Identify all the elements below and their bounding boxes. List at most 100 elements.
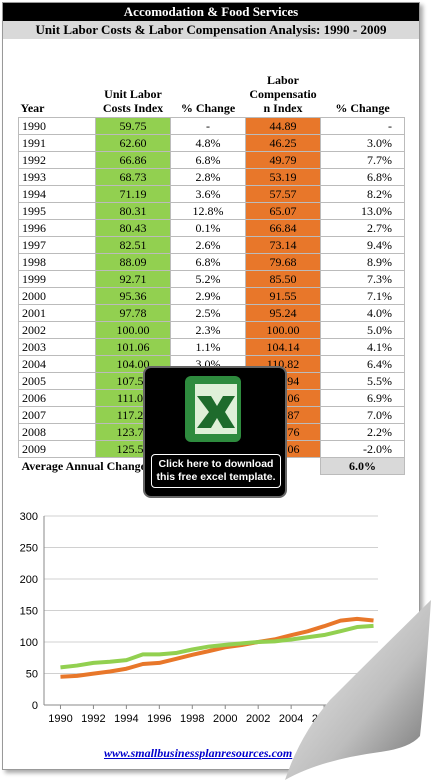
cell: 2.5%: [170, 304, 246, 322]
cell: 44.89: [245, 117, 321, 135]
header-text: Year: [20, 101, 45, 115]
x-tick-label: 2004: [279, 713, 303, 725]
cell: 1.1%: [170, 338, 246, 356]
download-text[interactable]: Click here to download this free excel t…: [151, 454, 281, 488]
subtitle: Unit Labor Costs & Labor Compensation An…: [3, 21, 419, 39]
y-tick-label: 100: [20, 637, 38, 649]
cell: 2008: [18, 423, 96, 441]
cell: 66.84: [245, 219, 321, 237]
cell: 5.5%: [320, 372, 405, 390]
cell: 1997: [18, 236, 96, 254]
table-row: 1996 80.43 0.1% 66.84 2.7%: [18, 219, 405, 237]
cell: 6.8%: [170, 151, 246, 169]
cell: 0.1%: [170, 219, 246, 237]
cell: 2.9%: [170, 287, 246, 305]
cell: 2005: [18, 372, 96, 390]
table-row: 1995 80.31 12.8% 65.07 13.0%: [18, 202, 405, 220]
y-tick-label: 150: [20, 606, 38, 618]
header-text: Unit Labor Costs Index: [102, 87, 164, 115]
cell: 2.7%: [320, 219, 405, 237]
table-row: 2003 101.06 1.1% 104.14 4.1%: [18, 338, 405, 356]
cell: 9.4%: [320, 236, 405, 254]
cell: 80.31: [95, 202, 171, 220]
cell: 1999: [18, 270, 96, 288]
website-link[interactable]: www.smallbusinessplanresources.com: [104, 746, 293, 760]
x-tick-label: 1998: [180, 713, 204, 725]
cell: 4.1%: [320, 338, 405, 356]
cell: 6.8%: [320, 168, 405, 186]
column-header: Year: [19, 53, 96, 118]
column-header: % Change: [321, 53, 405, 118]
average-row: Average Annual Change4.0%6.0%: [19, 457, 405, 475]
y-tick-label: 50: [26, 669, 38, 681]
table-row: 1993 68.73 2.8% 53.19 6.8%: [18, 168, 405, 186]
header-text: Labor Compensation Index: [249, 73, 317, 115]
cell: 100.00: [95, 321, 171, 339]
cell: -: [320, 117, 405, 135]
cell: 73.14: [245, 236, 321, 254]
cell: -2.0%: [320, 440, 405, 458]
cell: 2007: [18, 406, 96, 424]
cell: 12.8%: [170, 202, 246, 220]
series-line: [60, 616, 374, 679]
series-line: [60, 623, 374, 670]
cell: 2.2%: [320, 423, 405, 441]
cell: 1995: [18, 202, 96, 220]
cell: 6.8%: [170, 253, 246, 271]
cell: 1994: [18, 185, 96, 203]
cell: 85.50: [245, 270, 321, 288]
y-tick-label: 200: [20, 574, 38, 586]
table-row: 1992 66.86 6.8% 49.79 7.7%: [18, 151, 405, 169]
cell: 92.71: [95, 270, 171, 288]
cell: 97.78: [95, 304, 171, 322]
x-tick-label: 1990: [48, 713, 72, 725]
data-table: Year Unit Labor Costs Index % Change Labor …: [18, 53, 405, 475]
table-row: 1997 82.51 2.6% 73.14 9.4%: [18, 236, 405, 254]
column-header: % Change: [171, 53, 246, 118]
cell: 13.0%: [320, 202, 405, 220]
table-row: 1991 62.60 4.8% 46.25 3.0%: [18, 134, 405, 152]
header-text: % Change: [180, 101, 236, 115]
column-header: Labor Compensation Index: [246, 53, 321, 118]
cell: 4.0%: [320, 304, 405, 322]
cell: 104.14: [245, 338, 321, 356]
cell: 59.75: [95, 117, 171, 135]
cell: 2.8%: [170, 168, 246, 186]
cell: 1993: [18, 168, 96, 186]
x-tick-label: 1994: [114, 713, 138, 725]
x-tick-label: 2008: [345, 713, 369, 725]
cell: 49.79: [245, 151, 321, 169]
chart: 0 50 100 150 200 250 300 1990 1992 1994 1996 1998 20…: [20, 511, 378, 725]
y-tick-label: 0: [32, 700, 38, 712]
cell: 2004: [18, 355, 96, 373]
download-button[interactable]: Click here to download this free excel t…: [143, 366, 287, 498]
cell: 2009: [18, 440, 96, 458]
cell: 2.6%: [170, 236, 246, 254]
column-header: Unit Labor Costs Index: [96, 53, 171, 118]
x-tick-label: 1992: [81, 713, 105, 725]
cell: 1992: [18, 151, 96, 169]
cell: 3.6%: [170, 185, 246, 203]
cell: 5.0%: [320, 321, 405, 339]
cell: 95.36: [95, 287, 171, 305]
cell: 7.1%: [320, 287, 405, 305]
table-row: 1999 92.71 5.2% 85.50 7.3%: [18, 270, 405, 288]
cell: 101.06: [95, 338, 171, 356]
cell: 2003: [18, 338, 96, 356]
x-tick-label: 2006: [312, 713, 336, 725]
x-tick-label: 2002: [246, 713, 270, 725]
x-tick-label: 1996: [147, 713, 171, 725]
cell: 2002: [18, 321, 96, 339]
header-row: Year Unit Labor Costs Index % Change Labor …: [19, 53, 405, 118]
table-row: 2000 95.36 2.9% 91.55 7.1%: [18, 287, 405, 305]
table-row: 1998 88.09 6.8% 79.68 8.9%: [18, 253, 405, 271]
cell: 1990: [18, 117, 96, 135]
x-tick-label: 2000: [213, 713, 237, 725]
cell: 2006: [18, 389, 96, 407]
cell: 7.3%: [320, 270, 405, 288]
cell: 79.68: [245, 253, 321, 271]
cell: 100.00: [245, 321, 321, 339]
header-text: % Change: [335, 101, 390, 115]
y-tick-label: 250: [20, 543, 38, 555]
